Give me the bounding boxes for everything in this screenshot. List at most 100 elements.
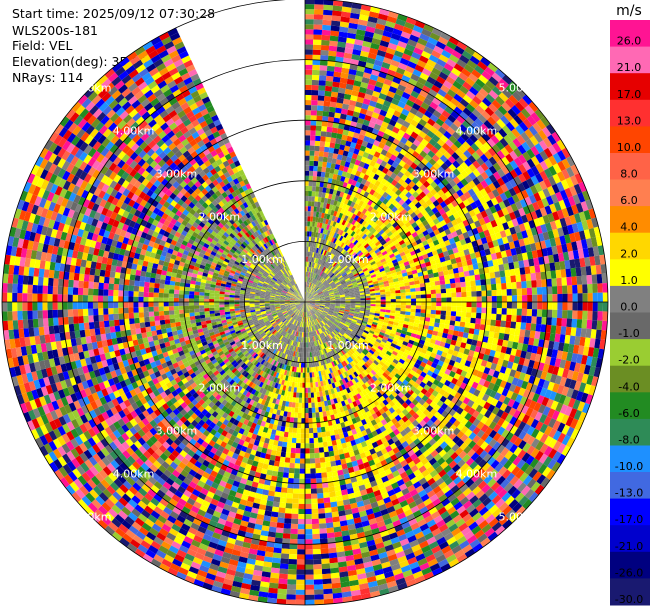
ray-gate-1018 xyxy=(153,554,164,564)
ray-gate-1481 xyxy=(155,448,164,457)
ray-gate-336 xyxy=(270,480,277,487)
ray-gate-1429 xyxy=(132,482,142,492)
ray-gate-1172 xyxy=(207,432,215,440)
ray-gate-652 xyxy=(214,549,224,557)
ray-gate-2271 xyxy=(60,396,69,407)
ray-gate-1972 xyxy=(74,435,84,446)
ray-gate-1290 xyxy=(205,418,213,426)
ray-gate-2100 xyxy=(300,302,305,305)
ray-gate-503 xyxy=(271,413,277,420)
ray-gate-573 xyxy=(251,460,259,467)
ray-gate-313 xyxy=(291,366,295,372)
ray-gate-1951 xyxy=(165,381,173,389)
ray-gate-2805 xyxy=(73,323,80,332)
ray-gate-741 xyxy=(260,399,266,406)
ray-gate-609 xyxy=(287,344,291,350)
ray-gate-188 xyxy=(299,342,302,348)
ray-gate-1983 xyxy=(287,309,292,313)
ray-gate-2070 xyxy=(165,370,173,378)
ray-gate-419 xyxy=(238,592,250,600)
ray-gate-1302 xyxy=(166,465,175,474)
ray-gate-570 xyxy=(256,446,263,453)
ray-gate-1801 xyxy=(296,304,301,308)
ray-gate-1629 xyxy=(266,331,271,336)
ray-gate-2999 xyxy=(2,302,8,312)
ray-gate-1858 xyxy=(58,466,68,478)
ray-gate-2246 xyxy=(178,350,185,357)
ray-gate-1957 xyxy=(139,397,148,405)
ray-gate-2844 xyxy=(179,309,185,314)
ray-gate-278 xyxy=(274,491,281,498)
ray-gate-3114 xyxy=(27,284,33,294)
ray-gate-2198 xyxy=(124,378,132,386)
ray-gate-460 xyxy=(253,497,261,505)
ray-gate-1218 xyxy=(246,373,252,380)
ray-gate-391 xyxy=(269,454,276,461)
ray-gate-2378 xyxy=(117,361,125,369)
ray-gate-1122 xyxy=(182,477,192,486)
ray-gate-417 xyxy=(241,582,252,590)
ray-gate-341 xyxy=(265,505,273,512)
ray-gate-1166 xyxy=(224,408,232,415)
ray-gate-50 xyxy=(296,554,305,560)
ray-gate-2895 xyxy=(224,304,230,308)
ray-gate-1560 xyxy=(301,302,305,306)
ray-gate-1428 xyxy=(135,478,145,488)
ray-gate-1015 xyxy=(161,541,172,550)
ray-gate-303 xyxy=(301,316,303,322)
ray-gate-1862 xyxy=(292,307,297,311)
ray-gate-1421 xyxy=(159,452,169,462)
ray-gate-2859 xyxy=(103,314,109,321)
ray-gate-1134 xyxy=(148,527,159,537)
ray-gate-1671 xyxy=(102,466,112,476)
ray-gate-517 xyxy=(251,481,259,488)
ray-gate-211 xyxy=(284,457,291,463)
ray-gate-2781 xyxy=(194,312,200,316)
ray-gate-1214 xyxy=(258,357,264,364)
ray-gate-2978 xyxy=(108,302,114,309)
ray-gate-1936 xyxy=(231,343,237,348)
ray-gate-152 xyxy=(289,462,295,469)
ray-gate-381 xyxy=(280,405,286,412)
ray-gate-1542 xyxy=(146,447,155,456)
ray-gate-2907 xyxy=(163,306,169,311)
ray-gate-1377 xyxy=(111,517,122,528)
ray-gate-1618 xyxy=(81,495,92,506)
ray-gate-982 xyxy=(245,397,252,404)
ray-gate-1040 xyxy=(248,387,254,394)
ray-gate-2894 xyxy=(229,304,235,307)
ray-gate-18 xyxy=(302,392,305,398)
ray-gate-612 xyxy=(282,359,287,365)
ray-gate-1892 xyxy=(164,388,172,396)
ray-gate-1630 xyxy=(262,334,268,339)
ray-gate-1521 xyxy=(224,374,230,381)
ray-gate-1636 xyxy=(238,353,245,359)
ray-gate-891 xyxy=(185,531,196,540)
ray-gate-2277 xyxy=(32,408,41,419)
ray-gate-3018 xyxy=(209,299,215,302)
ray-gate-802 xyxy=(255,402,261,409)
ray-gate-1722 xyxy=(133,432,142,441)
ray-gate-396 xyxy=(264,479,271,486)
ray-gate-840 xyxy=(302,302,305,307)
ray-gate-1347 xyxy=(211,404,219,411)
ray-gate-1592 xyxy=(180,408,188,417)
ray-gate-2396 xyxy=(31,389,39,400)
ray-gate-441 xyxy=(277,404,282,411)
ray-gate-1743 xyxy=(288,310,293,315)
ray-gate-37 xyxy=(299,488,305,494)
ray-gate-2091 xyxy=(71,418,80,429)
ray-gate-1059 xyxy=(196,468,205,476)
ray-gate-2967 xyxy=(163,302,169,307)
ray-gate-718 xyxy=(195,574,206,583)
ray-gate-1483 xyxy=(147,455,157,464)
ray-gate-508 xyxy=(264,437,270,444)
ray-gate-59 xyxy=(295,599,305,605)
ray-gate-1456 xyxy=(244,359,250,365)
ray-gate-983 xyxy=(243,402,249,409)
ray-gate-3172 xyxy=(37,276,44,286)
ray-gate-1336 xyxy=(248,362,254,369)
ray-gate-499 xyxy=(276,394,282,400)
ray-gate-855 xyxy=(268,369,273,376)
ray-gate-753 xyxy=(236,454,244,462)
